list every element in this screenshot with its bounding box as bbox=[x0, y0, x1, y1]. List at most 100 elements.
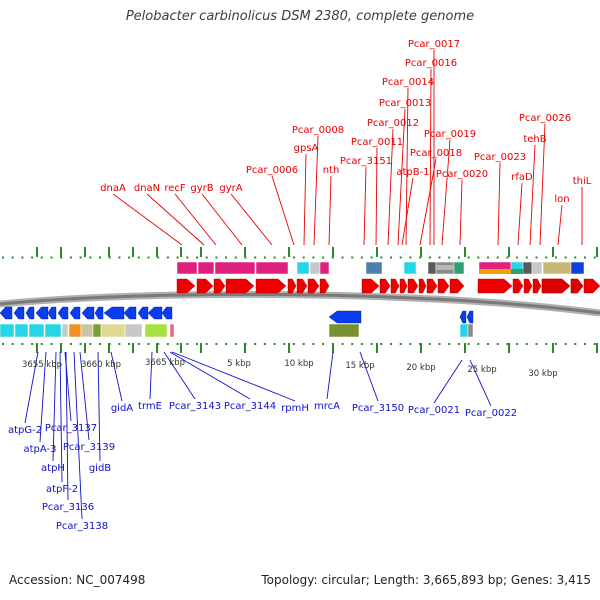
tick-dot-bottom bbox=[438, 343, 441, 345]
tick-dot-bottom bbox=[496, 343, 499, 345]
tick-dot-bottom bbox=[196, 343, 198, 345]
forward-gene-label: Pcar_0023 bbox=[474, 152, 526, 163]
tick-dot-top bbox=[525, 256, 528, 259]
tick-dot-bottom bbox=[341, 343, 344, 345]
tick-major-bottom bbox=[596, 343, 598, 353]
tick-dot-bottom bbox=[205, 343, 208, 345]
tick-dot-bottom bbox=[234, 343, 237, 345]
tick-dot-bottom bbox=[312, 343, 315, 345]
forward-gene-label: Pcar_0019 bbox=[424, 129, 476, 140]
tick-dot-top bbox=[516, 256, 519, 259]
scale-label: 15 kbp bbox=[345, 361, 374, 371]
tick-dot-top bbox=[60, 256, 63, 259]
tick-dot-top bbox=[137, 256, 140, 259]
tick-dot-top bbox=[31, 256, 34, 259]
tick-dot-bottom bbox=[283, 343, 286, 345]
reverse-gene-arrow bbox=[123, 306, 137, 320]
tick-major-bottom bbox=[180, 343, 182, 353]
accession-label: Accession: NC_007498 bbox=[9, 573, 146, 587]
leader-line bbox=[110, 351, 123, 402]
tick-dot-bottom bbox=[215, 343, 218, 345]
cog-bar-forward bbox=[570, 261, 585, 275]
tick-dot-bottom bbox=[89, 343, 92, 345]
tick-dot-bottom bbox=[360, 343, 363, 345]
leader-line bbox=[97, 351, 101, 462]
leader-line bbox=[163, 351, 196, 400]
leader-line bbox=[146, 193, 205, 246]
tick-dot-bottom bbox=[487, 343, 489, 345]
tick-dot-top bbox=[108, 256, 111, 259]
forward-gene-label: tehB bbox=[523, 134, 546, 145]
tick-dot-bottom bbox=[31, 343, 34, 345]
tick-dot-bottom bbox=[157, 343, 160, 345]
tick-major-top bbox=[132, 247, 134, 257]
leader-line bbox=[539, 123, 546, 246]
tick-major-top bbox=[60, 247, 62, 257]
tick-dot-top bbox=[205, 256, 208, 259]
tick-dot-top bbox=[118, 256, 121, 259]
leader-line bbox=[313, 135, 319, 246]
leader-line bbox=[469, 359, 492, 407]
genome-backbone-core bbox=[0, 292, 600, 315]
reverse-gene-arrow bbox=[161, 306, 173, 320]
tick-dot-top bbox=[79, 256, 82, 259]
reverse-gene-arrow bbox=[103, 306, 125, 320]
leader-line bbox=[433, 359, 463, 404]
cog-bar-forward bbox=[255, 261, 289, 275]
tick-dot-bottom bbox=[40, 343, 43, 345]
tick-dot-bottom bbox=[399, 343, 402, 345]
reverse-gene-label: atpG-2 bbox=[8, 425, 42, 436]
cog-bar-forward bbox=[479, 269, 511, 274]
reverse-gene-label: Pcar_3138 bbox=[56, 521, 108, 532]
scale-label: 3655 kbp bbox=[22, 360, 62, 370]
forward-gene-label: gyrA bbox=[219, 183, 242, 194]
tick-dot-bottom bbox=[525, 343, 528, 345]
forward-gene-label: Pcar_0016 bbox=[405, 58, 457, 69]
tick-dot-top bbox=[234, 256, 237, 259]
tick-dot-top bbox=[293, 256, 295, 259]
tick-dot-bottom bbox=[128, 343, 131, 345]
tick-dot-bottom bbox=[593, 343, 596, 345]
tick-dot-bottom bbox=[574, 343, 577, 345]
tick-dot-top bbox=[545, 256, 548, 259]
tick-dot-top bbox=[409, 256, 412, 259]
scale-label: 25 kbp bbox=[467, 365, 496, 375]
tick-dot-top bbox=[244, 256, 247, 259]
forward-gene-label: rfaD bbox=[511, 172, 533, 183]
forward-gene-arrow bbox=[319, 278, 330, 294]
tick-dot-top bbox=[554, 256, 557, 259]
tick-dot-bottom bbox=[390, 343, 392, 345]
cog-bar-reverse bbox=[0, 323, 15, 338]
tick-major-top bbox=[508, 247, 510, 257]
tick-major-top bbox=[180, 247, 182, 257]
forward-gene-label: dnaA bbox=[100, 183, 126, 194]
reverse-gene-label: atpH bbox=[41, 463, 65, 474]
tick-dot-bottom bbox=[11, 343, 14, 345]
cog-bar-reverse bbox=[467, 323, 474, 338]
scale-label: 3665 kbp bbox=[145, 358, 185, 368]
forward-gene-label: Pcar_0026 bbox=[519, 113, 571, 124]
forward-gene-arrow bbox=[390, 278, 400, 294]
tick-major-bottom bbox=[420, 343, 422, 353]
tick-major-top bbox=[420, 247, 422, 257]
forward-gene-arrow bbox=[196, 278, 214, 294]
leader-line bbox=[326, 351, 334, 400]
cog-bar-forward bbox=[214, 261, 256, 275]
leader-line bbox=[73, 351, 83, 520]
tick-dot-bottom bbox=[409, 343, 412, 345]
forward-gene-arrow bbox=[523, 278, 533, 294]
tick-major-top bbox=[332, 247, 334, 257]
tick-dot-bottom bbox=[477, 343, 480, 345]
cog-bar-reverse bbox=[124, 323, 143, 338]
cog-bar-reverse bbox=[169, 323, 175, 338]
tick-dot-top bbox=[457, 256, 460, 259]
cog-bar-forward bbox=[296, 261, 310, 275]
tick-dot-bottom bbox=[428, 343, 431, 345]
tick-dot-top bbox=[438, 256, 441, 259]
reverse-gene-label: Pcar_3137 bbox=[45, 423, 97, 434]
cog-bar-reverse bbox=[28, 323, 45, 338]
leader-line bbox=[359, 351, 379, 402]
forward-gene-arrow bbox=[477, 278, 513, 294]
reverse-gene-arrow bbox=[47, 306, 57, 320]
